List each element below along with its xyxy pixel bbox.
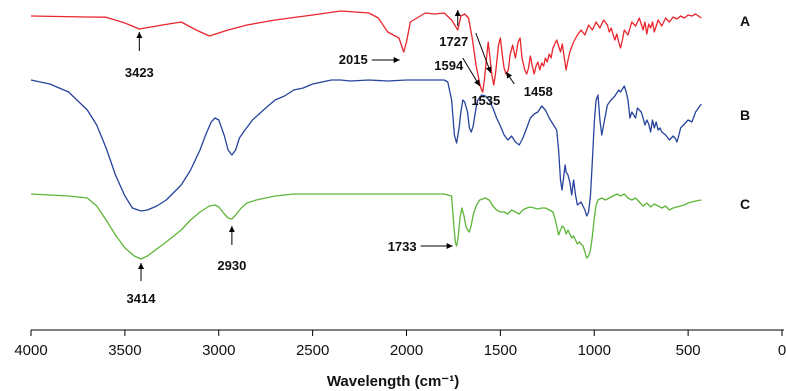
peak-label-3414: 3414 (127, 291, 157, 306)
x-tick-label: 2500 (296, 342, 329, 359)
peak-label-1733: 1733 (388, 239, 417, 254)
x-tick-label: 2000 (390, 342, 423, 359)
annotation-arrow-head (474, 79, 480, 86)
series-label-layer: A B C (740, 13, 750, 212)
series-a-line (30, 10, 702, 93)
peak-label-1727: 1727 (439, 34, 468, 49)
annotation-arrow-head (446, 243, 453, 249)
x-tick-label: 3000 (202, 342, 235, 359)
series-label-a: A (740, 13, 750, 29)
peak-label-3423: 3423 (125, 65, 154, 80)
x-axis-title: Wavelength (cm⁻¹) (327, 373, 459, 390)
annotation-arrow-head (136, 32, 143, 38)
x-axis-ticks: 4000 3500 3000 2500 2000 1500 1000 500 0 (14, 330, 786, 359)
peak-label-1458: 1458 (524, 84, 553, 99)
x-tick-label: 1000 (578, 342, 611, 359)
peak-label-1535: 1535 (471, 93, 500, 108)
peak-label-2015: 2015 (339, 52, 368, 67)
annotation-arrow-head (228, 226, 235, 232)
series-label-c: C (740, 196, 750, 212)
x-tick-label: 500 (676, 342, 701, 359)
series-label-b: B (740, 107, 750, 123)
annotation-arrow-head (138, 263, 145, 269)
annotation-arrow-head (485, 66, 492, 73)
annotation-arrow-line (475, 32, 492, 74)
series-c-line (30, 193, 702, 260)
annotation-layer: 3423 2015 1727 1594 1535 1458 3414 2930 1733 (125, 10, 553, 306)
x-tick-label: 0 (778, 342, 786, 359)
series-layer (30, 10, 702, 260)
x-tick-label: 1500 (484, 342, 517, 359)
peak-label-2930: 2930 (217, 258, 246, 273)
annotation-arrow-head (454, 10, 461, 16)
x-tick-label: 3500 (108, 342, 141, 359)
series-b-line (30, 79, 702, 217)
annotation-arrow-head (506, 72, 513, 79)
x-tick-label: 4000 (14, 342, 47, 359)
annotation-arrow-head (393, 57, 400, 63)
peak-label-1594: 1594 (434, 58, 464, 73)
